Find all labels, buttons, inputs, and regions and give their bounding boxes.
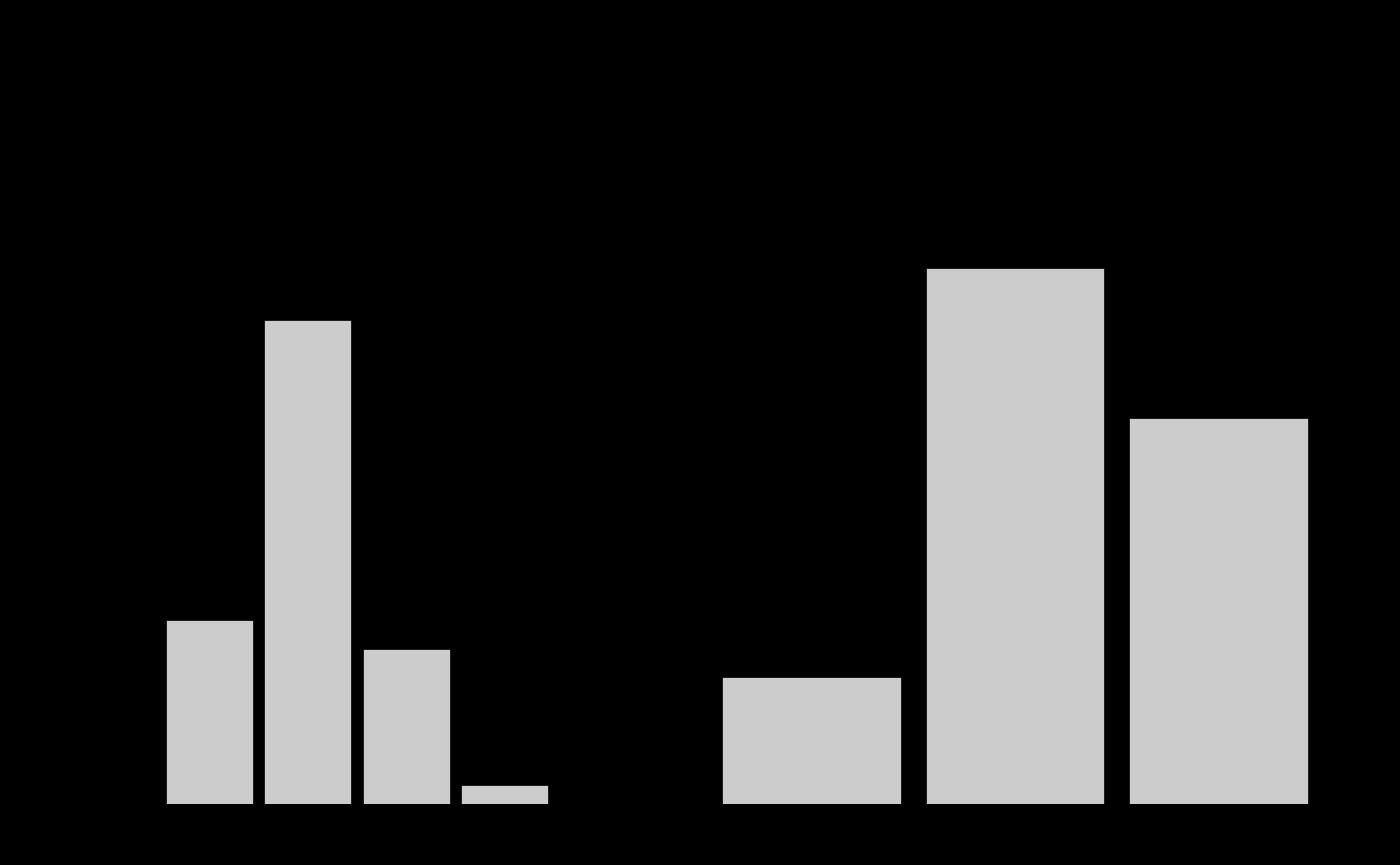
Bar bbox=[167, 620, 252, 804]
Bar bbox=[722, 677, 902, 804]
Bar bbox=[363, 650, 449, 804]
Bar bbox=[462, 785, 547, 804]
Bar bbox=[1128, 418, 1308, 804]
Bar bbox=[925, 268, 1105, 804]
Bar bbox=[265, 320, 351, 804]
